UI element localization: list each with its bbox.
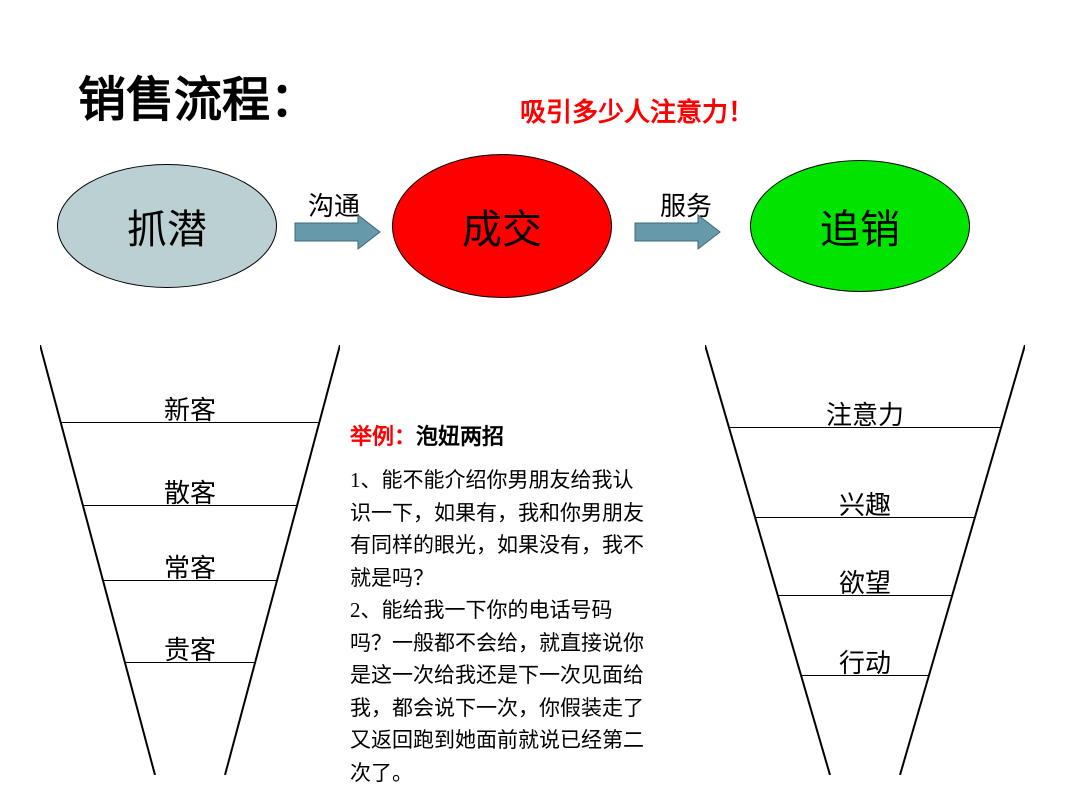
example-title: 举例：泡妞两招 <box>350 420 650 454</box>
example-line-0: 1、能不能介绍你男朋友给我认识一下，如果有，我和你男朋友有同样的眼光，如果没有，… <box>350 464 650 594</box>
subtitle-text: 吸引多少人注意力！ <box>520 92 754 129</box>
diagram-canvas: 销售流程： 吸引多少人注意力！ 抓潜 成交 追销 沟通 服务 新客散客常客贵客 … <box>0 0 1080 810</box>
flow-node-2-label: 成交 <box>462 197 542 255</box>
flow-node-1-label: 抓潜 <box>127 197 207 255</box>
right-funnel: 注意力兴趣欲望行动 <box>705 345 1025 775</box>
example-title-rest: 泡妞两招 <box>416 424 504 449</box>
left-funnel-divider-3 <box>125 662 255 663</box>
flow-node-3-label: 追销 <box>820 197 900 255</box>
example-title-prefix: 举例： <box>350 424 416 449</box>
left-funnel-divider-0 <box>61 422 320 423</box>
right-funnel-divider-3 <box>801 675 929 676</box>
right-funnel-divider-0 <box>729 427 1001 428</box>
flow-node-1: 抓潜 <box>57 164 277 288</box>
arrow-1-label: 沟通 <box>308 186 360 223</box>
right-funnel-divider-1 <box>755 517 975 518</box>
example-body: 1、能不能介绍你男朋友给我认识一下，如果有，我和你男朋友有同样的眼光，如果没有，… <box>350 464 650 789</box>
main-title: 销售流程： <box>78 60 318 130</box>
flow-node-2: 成交 <box>392 154 612 298</box>
left-funnel-divider-1 <box>83 505 297 506</box>
left-funnel: 新客散客常客贵客 <box>40 345 340 775</box>
example-block: 举例：泡妞两招 1、能不能介绍你男朋友给我认识一下，如果有，我和你男朋友有同样的… <box>350 420 650 790</box>
arrow-2-label: 服务 <box>660 186 712 223</box>
left-funnel-divider-2 <box>103 580 277 581</box>
right-funnel-divider-2 <box>778 595 953 596</box>
example-line-1: 2、能给我一下你的电话号码吗？一般都不会给，就直接说你是这一次给我还是下一次见面… <box>350 594 650 789</box>
flow-node-3: 追销 <box>750 160 970 292</box>
